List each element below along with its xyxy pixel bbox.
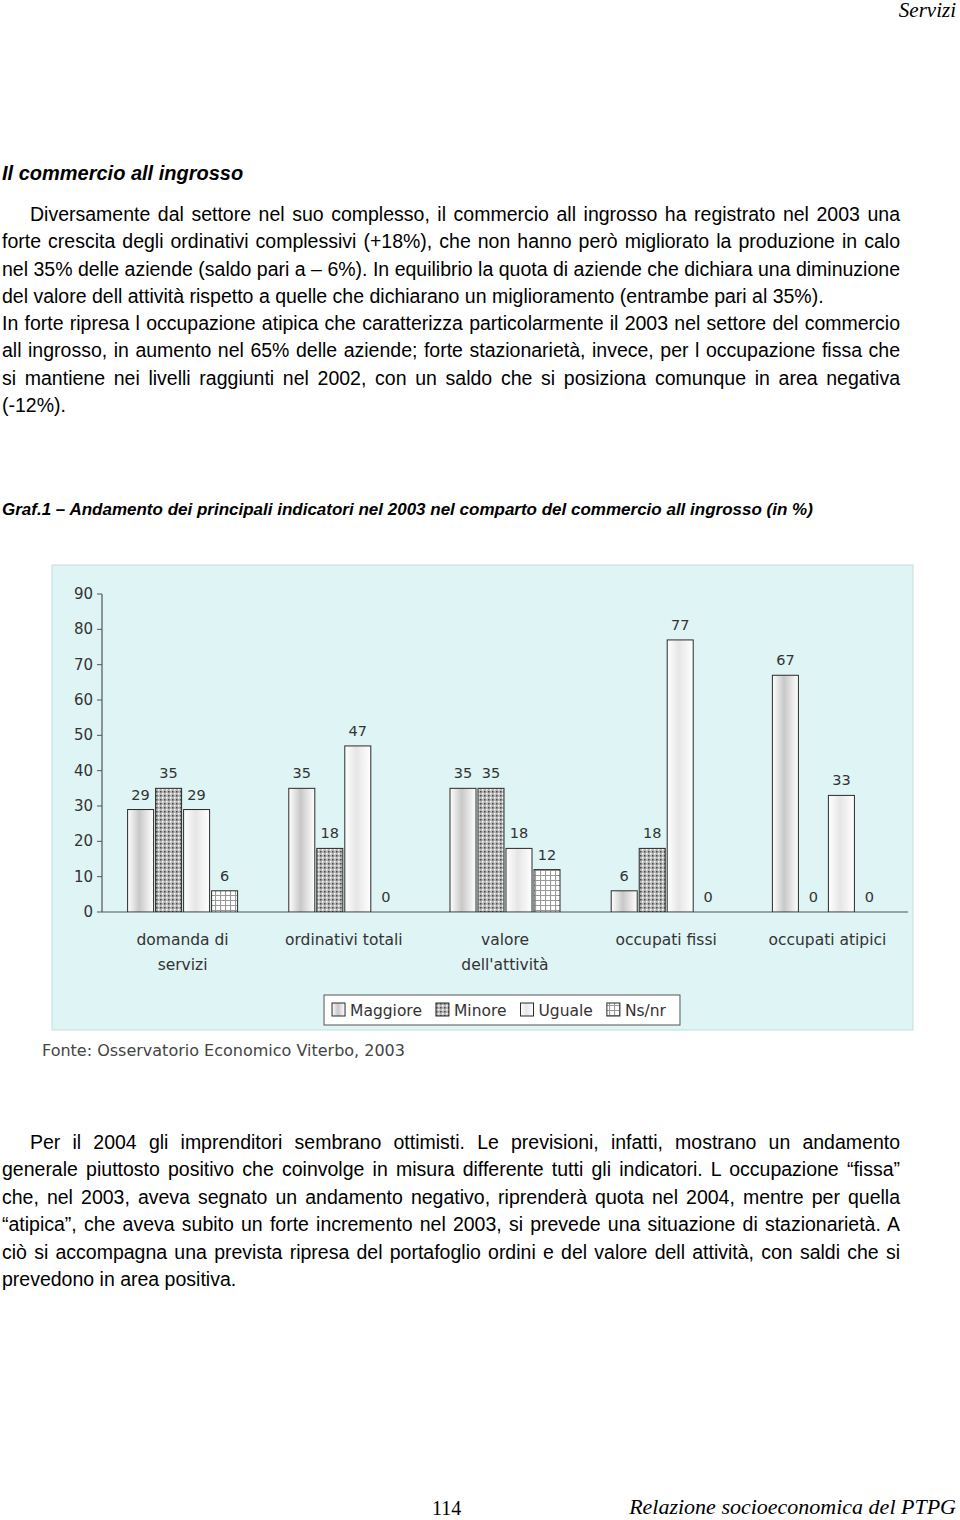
- figure-caption: Graf.1 – Andamento dei principali indica…: [2, 497, 902, 522]
- y-tick: [97, 629, 102, 630]
- data-label: 0: [865, 889, 874, 905]
- data-label: 47: [349, 723, 367, 739]
- bar: [289, 788, 315, 912]
- y-tick: [97, 664, 102, 665]
- y-tick: [97, 735, 102, 736]
- data-label: 67: [776, 652, 794, 668]
- legend-label: Minore: [454, 1002, 507, 1020]
- data-label: 6: [220, 868, 229, 884]
- bar: [156, 788, 182, 912]
- data-label: 18: [321, 825, 339, 841]
- page: Servizi Il commercio all ingrosso Diversam…: [0, 0, 960, 1520]
- section-title: Il commercio all ingrosso: [2, 162, 243, 185]
- data-label: 29: [131, 787, 149, 803]
- data-label: 18: [510, 825, 528, 841]
- bar: [506, 848, 532, 912]
- bar: [212, 891, 238, 912]
- paragraph: Per il 2004 gli imprenditori sembrano ot…: [2, 1129, 900, 1293]
- bar: [128, 810, 154, 912]
- y-tick: [97, 841, 102, 842]
- bar: [856, 912, 882, 913]
- bar: [478, 788, 504, 912]
- y-tick-label: 60: [74, 691, 93, 709]
- data-label: 33: [832, 772, 850, 788]
- chart: 0102030405060708090293529635184703535181…: [0, 555, 960, 1080]
- data-label: 12: [538, 847, 556, 863]
- data-label: 29: [187, 787, 205, 803]
- legend-label: Uguale: [539, 1002, 593, 1020]
- data-label: 0: [381, 889, 390, 905]
- y-tick: [97, 912, 102, 913]
- legend: Maggiore Minore Uguale Ns/nr: [324, 995, 680, 1025]
- y-tick-label: 0: [83, 903, 93, 921]
- bars: [128, 640, 855, 912]
- chart-image-frame: [35, 558, 930, 1075]
- y-tick-label: 40: [74, 762, 93, 780]
- paragraph: In forte ripresa l occupazione atipica c…: [2, 310, 900, 419]
- bar: [317, 848, 343, 912]
- bar: [184, 810, 210, 912]
- category-label: ordinativi totali: [285, 931, 403, 949]
- bar: [800, 912, 826, 913]
- data-label: 0: [809, 889, 818, 905]
- bar: [828, 795, 854, 912]
- bar: [611, 891, 637, 912]
- legend-box: [324, 995, 680, 1025]
- data-label: 0: [704, 889, 713, 905]
- category-label: valoredell'attività: [461, 931, 548, 974]
- y-tick-label: 90: [74, 585, 93, 603]
- data-label: 35: [159, 765, 177, 781]
- data-label: 18: [643, 825, 661, 841]
- legend-swatch: [521, 1003, 534, 1016]
- bar: [534, 870, 560, 912]
- category-label: occupati fissi: [616, 931, 717, 949]
- legend-swatch: [332, 1003, 345, 1016]
- data-label: 35: [293, 765, 311, 781]
- data-label: 77: [671, 617, 689, 633]
- publication-title: Relazione socioeconomica del PTPG: [629, 1494, 956, 1520]
- y-tick-label: 70: [74, 656, 93, 674]
- legend-swatch: [607, 1003, 620, 1016]
- bar: [667, 640, 693, 912]
- bar: [450, 788, 476, 912]
- legend-swatch: [436, 1003, 449, 1016]
- bar: [373, 912, 399, 913]
- y-axis-line: [101, 594, 102, 912]
- y-tick-label: 80: [74, 620, 93, 638]
- y-tick: [97, 770, 102, 771]
- bar: [772, 675, 798, 912]
- y-tick-label: 10: [74, 868, 93, 886]
- data-label: 35: [482, 765, 500, 781]
- y-tick: [97, 806, 102, 807]
- chart-background: [52, 565, 913, 1030]
- bar: [639, 848, 665, 912]
- category-label: occupati atipici: [768, 931, 886, 949]
- legend-label: Maggiore: [350, 1002, 422, 1020]
- category-label: domanda diservizi: [137, 931, 229, 974]
- paragraph: Diversamente dal settore nel suo comples…: [2, 201, 900, 310]
- y-tick-label: 20: [74, 832, 93, 850]
- data-labels: 29 35 29 6 35 18 47 0 35 35 18 12 6 18 77 0 67 0 33 0: [131, 617, 874, 905]
- source-note: Fonte: Osservatorio Economico Viterbo, 2…: [42, 1041, 405, 1060]
- running-header: Servizi: [899, 0, 956, 23]
- intro-block: Diversamente dal settore nel suo comples…: [2, 201, 900, 419]
- legend-label: Ns/nr: [625, 1002, 667, 1020]
- y-tick: [97, 700, 102, 701]
- data-label: 6: [620, 868, 629, 884]
- y-tick-label: 50: [74, 726, 93, 744]
- bar: [695, 912, 721, 913]
- page-number: 114: [432, 1497, 461, 1520]
- y-tick: [97, 594, 102, 595]
- y-tick: [97, 876, 102, 877]
- bar: [345, 746, 371, 912]
- y-tick-label: 30: [74, 797, 93, 815]
- data-label: 35: [454, 765, 472, 781]
